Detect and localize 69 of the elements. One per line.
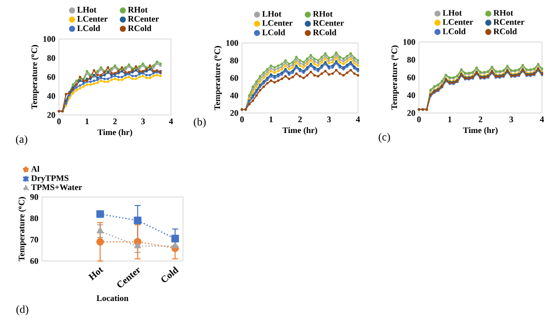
x-tick-label: 0 xyxy=(57,118,61,124)
x-tick-label: 2 xyxy=(478,116,482,122)
x-tick-label: 3 xyxy=(327,116,331,122)
y-tick-label: 20 xyxy=(230,110,238,116)
y-tick-label: 20 xyxy=(47,112,56,118)
y-tick-label: 90 xyxy=(30,194,38,200)
text: (a) xyxy=(16,135,28,146)
legend-label: LCold xyxy=(442,28,466,34)
y-tick-label: 100 xyxy=(43,36,56,42)
legend-label: LCenter xyxy=(77,16,108,22)
x-tick-label: 2 xyxy=(298,116,302,122)
y-tick-label: 40 xyxy=(47,93,56,99)
text: (d) xyxy=(16,305,28,316)
x-tick-label: 4 xyxy=(540,116,544,122)
x-tick-label: 0 xyxy=(240,116,244,122)
y-tick-label: 70 xyxy=(30,236,38,243)
x-axis-title: Time (hr) xyxy=(463,127,498,135)
x-axis-title: Location xyxy=(96,295,128,302)
y-tick-label: 100 xyxy=(226,40,238,46)
legend-label: LHot xyxy=(262,11,282,17)
x-tick-label: 4 xyxy=(356,116,360,122)
legend-label: LHot xyxy=(77,6,96,13)
x-tick-label: 1 xyxy=(448,116,452,122)
y-axis-title: Temperature ($^{o}$C) xyxy=(391,46,399,110)
legend-label: LHot xyxy=(442,10,462,16)
x-tick-label: 4 xyxy=(168,118,173,124)
text: (c) xyxy=(378,132,390,143)
y-tick-label: 80 xyxy=(230,58,238,64)
text: (b) xyxy=(194,118,206,128)
y-axis-title: Temperature ($^{o}$C) xyxy=(18,197,26,262)
y-tick-label: 80 xyxy=(30,215,38,222)
x-tick-label: 3 xyxy=(141,118,145,124)
legend-label: RCold xyxy=(128,25,152,32)
x-axis-title: Time (hr) xyxy=(98,129,132,137)
legend-label: DryTPMS xyxy=(31,175,68,183)
legend-label: RCenter xyxy=(128,16,159,22)
y-tick-label: 40 xyxy=(230,92,238,98)
y-axis-title: Temperature ($^{o}$C) xyxy=(31,45,39,110)
legend-label: RHot xyxy=(493,10,514,16)
y-tick-label: 60 xyxy=(30,258,38,264)
x-tick-label: 2 xyxy=(113,118,117,124)
legend-label: RCold xyxy=(493,28,517,34)
legend-label: RCenter xyxy=(493,19,524,25)
y-tick-label: 80 xyxy=(47,55,56,61)
legend-label: LCenter xyxy=(262,20,293,26)
y-tick-label: 80 xyxy=(407,56,416,63)
x-tick-label: Cold xyxy=(161,266,179,282)
legend-label: LCenter xyxy=(442,19,474,25)
x-tick-label: 1 xyxy=(86,118,89,124)
y-tick-label: 100 xyxy=(403,39,416,45)
legend-label: LCold xyxy=(262,29,286,36)
y-tick-label: 20 xyxy=(407,110,416,116)
x-tick-label: 1 xyxy=(270,116,273,122)
x-tick-label: 3 xyxy=(509,116,514,122)
y-tick-label: 60 xyxy=(407,74,416,80)
legend-label: Al xyxy=(31,166,40,172)
legend-label: LCold xyxy=(77,25,100,32)
x-tick-label: Hot xyxy=(88,267,104,280)
legend-label: TPMS+Water xyxy=(31,184,82,190)
legend-label: RHot xyxy=(128,6,148,13)
y-tick-label: 40 xyxy=(407,92,416,98)
x-axis-title: Time (hr) xyxy=(282,127,318,135)
legend-label: RCenter xyxy=(313,20,344,26)
y-tick-label: 60 xyxy=(47,74,56,80)
y-axis-title: Temperature ($^{o}$C) xyxy=(214,46,222,110)
legend-label: RCold xyxy=(313,29,336,36)
x-tick-label: 0 xyxy=(417,116,421,122)
y-tick-label: 60 xyxy=(230,75,238,81)
legend-label: RHot xyxy=(313,11,333,17)
